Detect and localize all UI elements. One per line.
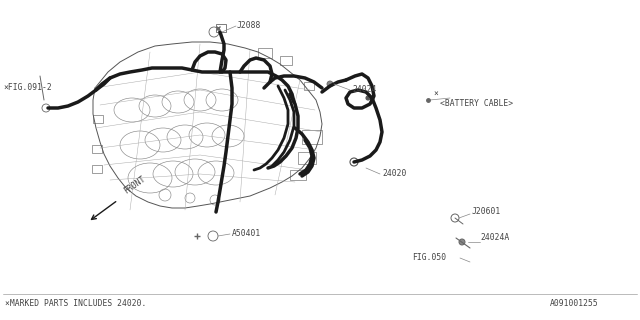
Text: FRONT: FRONT [122, 175, 147, 196]
Text: ×FIG.091-2: ×FIG.091-2 [3, 84, 52, 92]
Text: A091001255: A091001255 [550, 300, 599, 308]
Bar [92, 165, 102, 173]
Text: J20601: J20601 [472, 207, 501, 217]
Text: 24020: 24020 [382, 170, 406, 179]
Text: ×MARKED PARTS INCLUDES 24020.: ×MARKED PARTS INCLUDES 24020. [5, 300, 147, 308]
Text: A50401: A50401 [232, 229, 261, 238]
Text: FIG.050: FIG.050 [412, 253, 446, 262]
Bar [304, 82, 314, 90]
Text: <BATTERY CABLE>: <BATTERY CABLE> [440, 100, 513, 108]
Circle shape [327, 81, 333, 87]
Bar [258, 48, 272, 58]
Text: 24024A: 24024A [480, 234, 509, 243]
Bar [290, 170, 306, 180]
Text: J2088: J2088 [237, 21, 261, 30]
Bar [298, 152, 316, 164]
Bar [302, 130, 322, 144]
Bar [92, 145, 102, 153]
Circle shape [366, 96, 370, 100]
Circle shape [459, 239, 465, 245]
Text: 24024: 24024 [352, 85, 376, 94]
Text: ×: × [433, 90, 438, 99]
Bar [93, 115, 103, 123]
Bar [280, 56, 292, 65]
Bar [216, 24, 226, 32]
